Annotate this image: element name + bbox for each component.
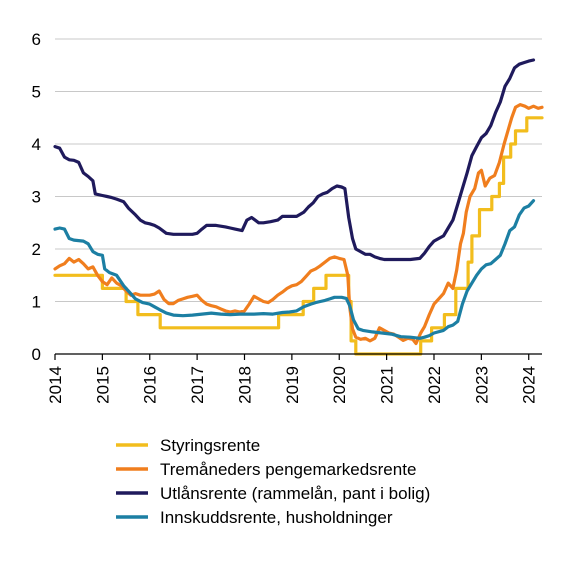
legend-label-4: Innskuddsrente, husholdninger bbox=[160, 508, 393, 527]
legend-label-1: Styringsrente bbox=[160, 436, 260, 455]
series-line-2 bbox=[53, 103, 544, 346]
x-tick-label: 2019 bbox=[283, 366, 302, 404]
y-tick-label: 1 bbox=[32, 293, 41, 312]
legend-label-3: Utlånsrente (rammelån, pant i bolig) bbox=[160, 484, 430, 503]
x-tick-label: 2017 bbox=[188, 366, 207, 404]
y-tick-label: 6 bbox=[32, 30, 41, 49]
series-line-1 bbox=[53, 116, 544, 356]
x-tick-label: 2014 bbox=[46, 366, 65, 404]
series-lines bbox=[53, 58, 544, 356]
y-tick-label: 4 bbox=[32, 135, 41, 154]
x-tick-label: 2020 bbox=[330, 366, 349, 404]
x-tick-label: 2023 bbox=[472, 366, 491, 404]
x-tick-label: 2021 bbox=[378, 366, 397, 404]
y-tick-label: 5 bbox=[32, 83, 41, 102]
axes: 0 1 2 3 4 5 6 2014 2015 2016 2017 2018 2019 2020 2021 2… bbox=[32, 30, 542, 404]
y-tick-label: 2 bbox=[32, 240, 41, 259]
x-tick-label: 2016 bbox=[141, 366, 160, 404]
x-tick-label: 2022 bbox=[425, 366, 444, 404]
x-tick-label: 2018 bbox=[235, 366, 254, 404]
legend: Styringsrente Tremåneders pengemarkedsren… bbox=[116, 436, 430, 527]
series-line-4 bbox=[53, 199, 536, 340]
x-tick-label: 2024 bbox=[520, 366, 539, 404]
x-tick-label: 2015 bbox=[93, 366, 112, 404]
y-tick-label: 3 bbox=[32, 188, 41, 207]
y-tick-label: 0 bbox=[32, 345, 41, 364]
series-line-3 bbox=[53, 58, 536, 262]
legend-label-2: Tremåneders pengemarkedsrente bbox=[160, 460, 416, 479]
